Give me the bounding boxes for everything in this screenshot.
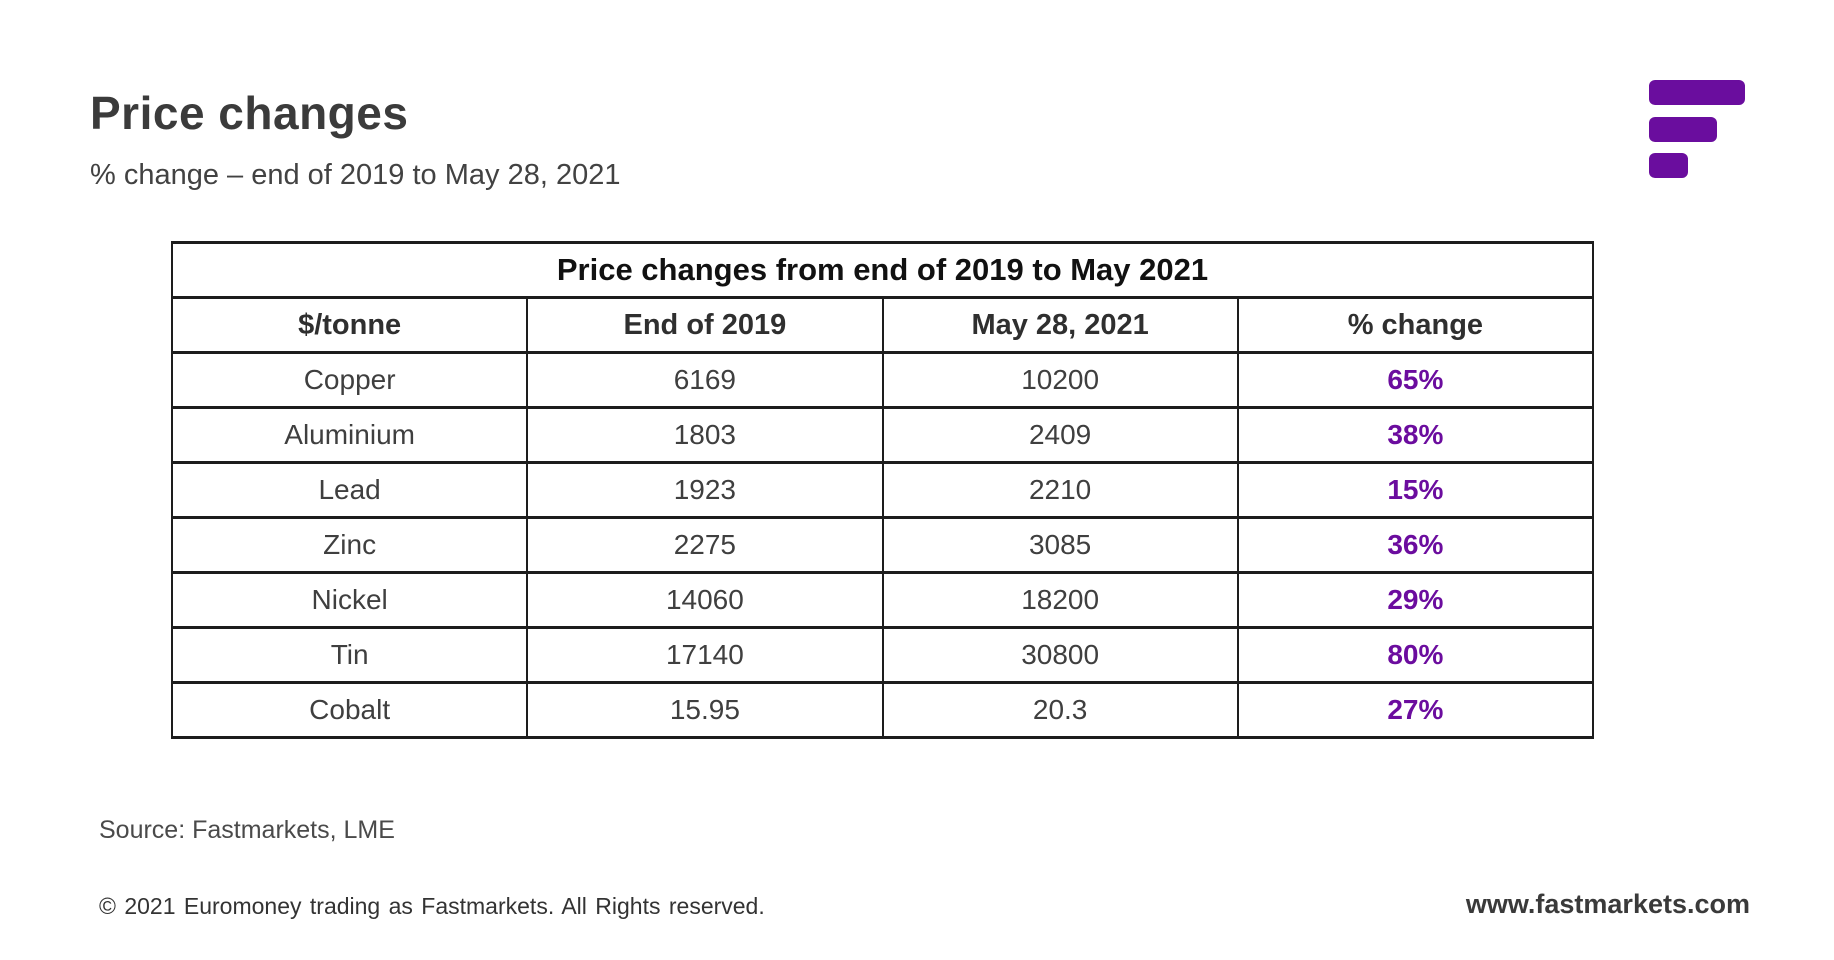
pct-change-cell: 29% — [1236, 571, 1595, 629]
column-header-end-2019: End of 2019 — [526, 296, 884, 354]
pct-change-cell: 36% — [1236, 516, 1595, 574]
table-row: Zinc 2275 3085 36% — [170, 516, 1595, 574]
pct-change-cell: 80% — [1236, 626, 1595, 684]
table-title-row: Price changes from end of 2019 to May 20… — [171, 241, 1594, 299]
column-header-pct-change: % change — [1236, 296, 1595, 354]
copyright-notice: © 2021 Euromoney trading as Fastmarkets.… — [99, 893, 765, 919]
may-2021-cell: 20.3 — [881, 681, 1239, 739]
source-note: Source: Fastmarkets, LME — [99, 816, 395, 844]
page-title: Price changes — [90, 87, 409, 139]
table-row: Cobalt 15.95 20.3 27% — [170, 681, 1595, 739]
column-header-tonne: $/tonne — [170, 296, 529, 354]
page-subtitle: % change – end of 2019 to May 28, 2021 — [90, 159, 621, 191]
may-2021-cell: 2409 — [881, 406, 1239, 464]
metal-cell: Nickel — [170, 571, 529, 629]
logo-bar-middle — [1649, 117, 1717, 142]
table-row: Copper 6169 10200 65% — [170, 351, 1595, 409]
website-url: www.fastmarkets.com — [1465, 889, 1750, 919]
may-2021-cell: 10200 — [881, 351, 1239, 409]
may-2021-cell: 30800 — [881, 626, 1239, 684]
end-2019-cell: 1803 — [526, 406, 884, 464]
table-row: Nickel 14060 18200 29% — [170, 571, 1595, 629]
column-header-may-2021: May 28, 2021 — [881, 296, 1239, 354]
may-2021-cell: 2210 — [881, 461, 1239, 519]
metal-cell: Tin — [170, 626, 529, 684]
fastmarkets-logo — [1649, 80, 1749, 178]
table-title: Price changes from end of 2019 to May 20… — [171, 241, 1594, 299]
table-row: Tin 17140 30800 80% — [170, 626, 1595, 684]
pct-change-cell: 38% — [1236, 406, 1595, 464]
end-2019-cell: 6169 — [526, 351, 884, 409]
end-2019-cell: 1923 — [526, 461, 884, 519]
may-2021-cell: 3085 — [881, 516, 1239, 574]
metal-cell: Zinc — [170, 516, 529, 574]
price-table-body: Copper 6169 10200 65% Aluminium 1803 2409 38% Le… — [170, 351, 1595, 739]
table-row: Aluminium 1803 2409 38% — [170, 406, 1595, 464]
metal-cell: Cobalt — [170, 681, 529, 739]
price-changes-table: Price changes from end of 2019 to May 20… — [170, 241, 1595, 739]
metal-cell: Lead — [170, 461, 529, 519]
may-2021-cell: 18200 — [881, 571, 1239, 629]
end-2019-cell: 17140 — [526, 626, 884, 684]
end-2019-cell: 15.95 — [526, 681, 884, 739]
logo-bar-bottom — [1649, 153, 1688, 178]
logo-bar-top — [1649, 80, 1745, 105]
end-2019-cell: 2275 — [526, 516, 884, 574]
metal-cell: Copper — [170, 351, 529, 409]
pct-change-cell: 27% — [1236, 681, 1595, 739]
table-header-row: $/tonne End of 2019 May 28, 2021 % chang… — [170, 296, 1595, 354]
table-row: Lead 1923 2210 15% — [170, 461, 1595, 519]
metal-cell: Aluminium — [170, 406, 529, 464]
pct-change-cell: 15% — [1236, 461, 1595, 519]
pct-change-cell: 65% — [1236, 351, 1595, 409]
end-2019-cell: 14060 — [526, 571, 884, 629]
